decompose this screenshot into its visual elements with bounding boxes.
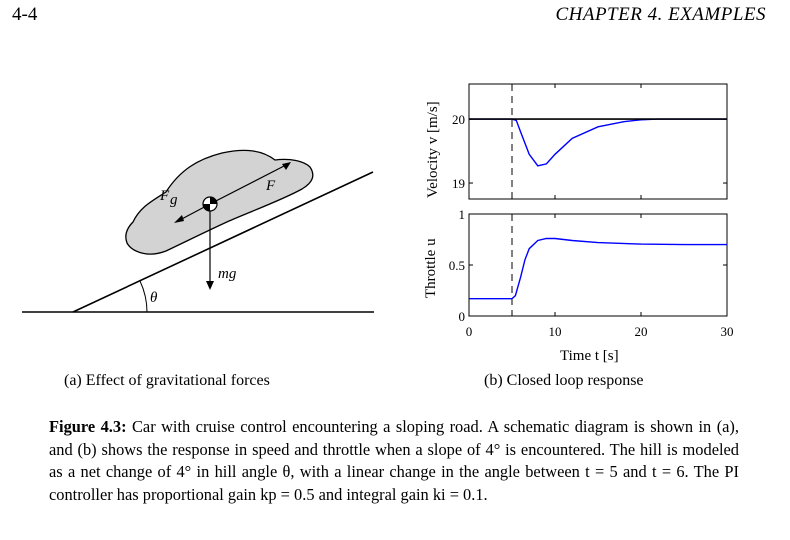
velocity-axis-label: Velocity v [m/s] xyxy=(425,101,441,198)
mg-arrowhead xyxy=(206,281,214,290)
y-tick-label: 0.5 xyxy=(449,258,465,273)
y-tick-label: 20 xyxy=(452,112,465,127)
subcaption-b: (b) Closed loop response xyxy=(484,372,644,389)
response-line xyxy=(469,237,727,300)
response-line xyxy=(469,118,727,167)
slope-line xyxy=(72,171,374,313)
figure-caption-label: Figure 4.3: xyxy=(49,417,127,436)
chapter-header: CHAPTER 4. EXAMPLES xyxy=(555,4,766,25)
throttle-plot: 00.510 10 20 30 Throttle u Time t [s] xyxy=(423,207,734,364)
throttle-plot-frame xyxy=(468,213,728,317)
throttle-axis-label: Throttle u xyxy=(423,238,439,298)
time-axis-label: Time t [s] xyxy=(560,348,619,364)
x-tick-label: 30 xyxy=(721,324,734,339)
mg-label: mg xyxy=(218,266,237,282)
velocity-series-group xyxy=(469,84,727,199)
fg-subscript: g xyxy=(170,192,178,208)
angle-arc xyxy=(139,280,148,313)
slope-diagram: θ F g F mg xyxy=(22,149,374,313)
subcaption-a: (a) Effect of gravitational forces xyxy=(64,372,270,389)
y-tick-label: 19 xyxy=(452,176,465,191)
fg-label: F xyxy=(159,188,170,204)
throttle-tick-group: 00.510 10 20 30 xyxy=(449,207,734,339)
f-arrow xyxy=(209,164,287,205)
x-tick-label: 10 xyxy=(549,324,562,339)
figure-caption-text: Car with cruise control encountering a s… xyxy=(49,417,739,504)
angle-label: θ xyxy=(150,290,158,306)
center-of-mass-icon xyxy=(202,196,218,212)
x-tick-label: 20 xyxy=(635,324,648,339)
velocity-plot-frame xyxy=(468,83,728,200)
fg-arrowhead xyxy=(174,215,184,223)
figure-caption: Figure 4.3: Car with cruise control enco… xyxy=(49,416,739,506)
y-tick-label: 1 xyxy=(459,207,466,222)
page-number: 4-4 xyxy=(12,4,38,25)
f-label: F xyxy=(265,178,276,194)
throttle-series-group xyxy=(469,214,727,316)
y-tick-label: 0 xyxy=(459,309,466,324)
x-tick-label: 0 xyxy=(466,324,473,339)
f-arrowhead xyxy=(282,162,291,170)
car-body xyxy=(125,149,314,255)
